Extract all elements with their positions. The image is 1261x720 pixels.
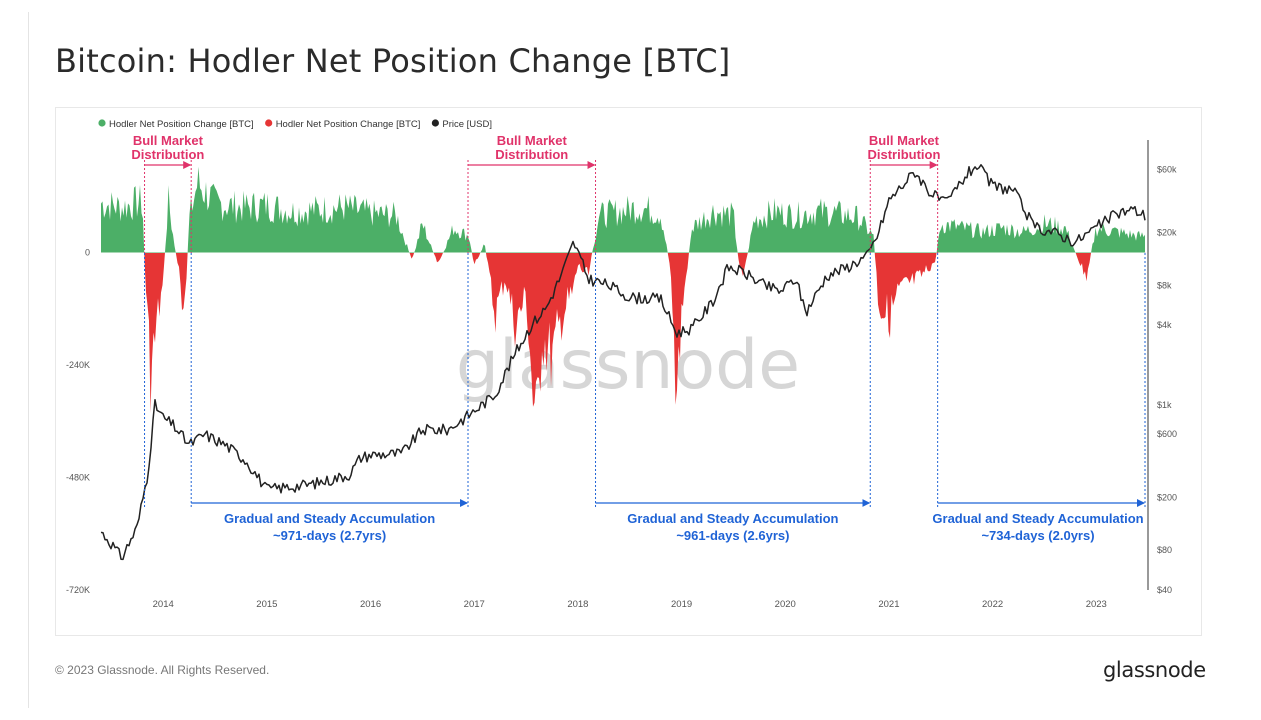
chart-panel: [55, 107, 1202, 636]
legend-dot-0: [98, 119, 106, 127]
x-tick-2018: 2018: [567, 599, 588, 610]
x-tick-2016: 2016: [360, 599, 381, 610]
y-left-tick-3: -720K: [66, 585, 90, 595]
legend-label-1: Hodler Net Position Change [BTC]: [276, 119, 421, 130]
x-tick-2020: 2020: [775, 599, 796, 610]
distribution-label-line1-0: Bull Market: [133, 133, 204, 148]
y-right-tick-4: $1k: [1157, 400, 1172, 410]
distribution-label-line2-2: Distribution: [867, 147, 940, 162]
y-right-tick-7: $80: [1157, 545, 1172, 555]
price-line: [100, 164, 1146, 561]
y-left-tick-2: -480K: [66, 473, 90, 483]
accumulation-label-line2-1: ~961-days (2.6yrs): [676, 528, 789, 543]
y-right-tick-6: $200: [1157, 492, 1177, 502]
legend-dot-2: [431, 119, 439, 127]
y-right-tick-8: $40: [1157, 585, 1172, 595]
page-left-rule: [28, 12, 29, 708]
y-right-tick-5: $600: [1157, 429, 1177, 439]
accumulation-label-line1-2: Gradual and Steady Accumulation: [932, 511, 1143, 526]
legend-label-0: Hodler Net Position Change [BTC]: [109, 119, 254, 130]
y-left-tick-0: 0: [85, 248, 90, 258]
x-tick-2017: 2017: [464, 599, 485, 610]
x-tick-2023: 2023: [1086, 599, 1107, 610]
net-position-positive-area: [101, 166, 1145, 253]
y-right-tick-1: $20k: [1157, 228, 1177, 238]
copyright-footer: © 2023 Glassnode. All Rights Reserved.: [55, 663, 270, 677]
x-tick-2015: 2015: [256, 599, 277, 610]
price-series: [100, 164, 1146, 561]
x-tick-2019: 2019: [671, 599, 692, 610]
distribution-label-line2-0: Distribution: [131, 147, 204, 162]
accumulation-label-line2-0: ~971-days (2.7yrs): [273, 528, 386, 543]
chart-axes: 0 -240K -480K -720K $60k $20k $8k $4k $1k $600 $20…: [66, 140, 1177, 610]
brand-logo: glassnode: [1103, 658, 1206, 682]
distribution-label-line1-1: Bull Market: [497, 133, 568, 148]
y-left-tick-1: -240K: [66, 360, 90, 370]
x-tick-2021: 2021: [878, 599, 899, 610]
distribution-label-line2-1: Distribution: [495, 147, 568, 162]
legend-dot-1: [265, 119, 273, 127]
watermark: glassnode: [456, 326, 800, 405]
page-title: Bitcoin: Hodler Net Position Change [BTC…: [55, 42, 731, 80]
y-right-tick-0: $60k: [1157, 164, 1177, 174]
x-tick-2014: 2014: [153, 599, 174, 610]
accumulation-label-line1-0: Gradual and Steady Accumulation: [224, 511, 435, 526]
y-right-tick-3: $4k: [1157, 320, 1172, 330]
x-tick-2022: 2022: [982, 599, 1003, 610]
chart-legend: Hodler Net Position Change [BTC] Hodler N…: [98, 119, 492, 130]
distribution-label-line1-2: Bull Market: [869, 133, 940, 148]
accumulation-label-line1-1: Gradual and Steady Accumulation: [627, 511, 838, 526]
accumulation-label-line2-2: ~734-days (2.0yrs): [981, 528, 1094, 543]
net-position-areas: [101, 166, 1145, 414]
y-right-tick-2: $8k: [1157, 280, 1172, 290]
legend-label-2: Price [USD]: [442, 119, 492, 130]
